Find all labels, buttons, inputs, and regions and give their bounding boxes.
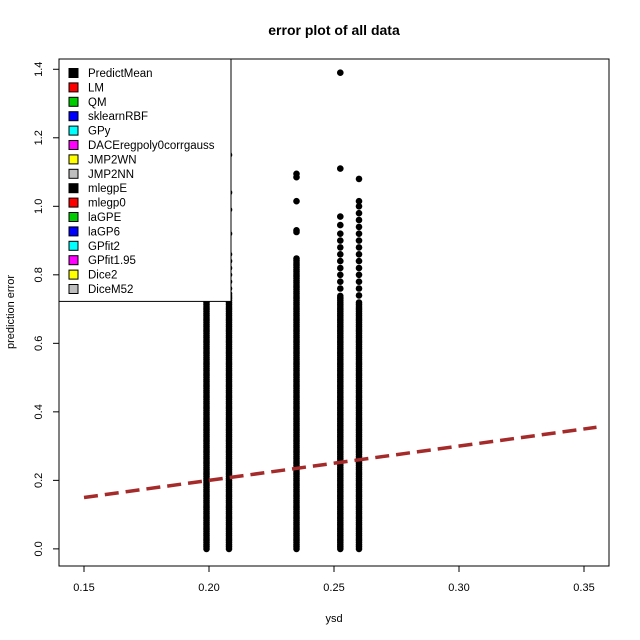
data-point-outlier	[355, 285, 363, 292]
legend-label: mlegpE	[88, 183, 127, 195]
data-point-outlier	[355, 271, 363, 279]
legend-label: laGP6	[88, 226, 120, 238]
data-point-outlier	[293, 170, 300, 178]
y-tick-label: 0.0	[33, 541, 45, 556]
x-tick-label: 0.15	[73, 582, 94, 594]
y-tick-label: 1.2	[33, 130, 45, 145]
legend-swatch	[68, 125, 79, 136]
data-point-outlier	[355, 197, 363, 205]
y-tick-label: 0.4	[33, 404, 45, 419]
data-point-outlier	[355, 230, 363, 237]
legend-box	[58, 58, 232, 302]
data-point-outlier	[337, 69, 344, 76]
legend-label: Dice2	[88, 270, 117, 282]
legend-swatch	[68, 240, 79, 251]
data-point	[337, 292, 344, 300]
data-point-outlier	[337, 251, 344, 258]
data-point-outlier	[293, 197, 300, 205]
x-axis: 0.15 0.20 0.25 0.30 0.35	[73, 566, 595, 594]
data-point-outlier	[355, 203, 363, 210]
data-point-outlier	[355, 175, 363, 183]
chart-title: error plot of all data	[268, 22, 400, 38]
data-point-outlier	[337, 285, 344, 292]
data-point-outlier	[355, 237, 363, 244]
legend-swatch	[68, 140, 79, 150]
data-point-outlier	[355, 264, 363, 272]
legend-label: GPy	[88, 126, 111, 138]
data-point-outlier	[337, 237, 344, 244]
x-tick-label: 0.20	[198, 582, 219, 594]
legend-swatch	[68, 154, 79, 165]
legend-label: JMP2NN	[88, 169, 134, 181]
legend-swatch	[68, 284, 79, 294]
data-point-outlier	[337, 165, 344, 172]
data-point	[293, 255, 300, 262]
x-axis-label: ysd	[325, 613, 342, 625]
legend-label: GPfit1.95	[88, 255, 136, 267]
legend: PredictMean LM QM sklearnRBF GPy DACEregpoly0…	[58, 58, 232, 302]
legend-label: LM	[88, 82, 104, 94]
trend-line	[83, 425, 597, 500]
data-point-outlier	[355, 244, 363, 251]
data-point-outlier	[337, 244, 344, 251]
legend-swatch	[68, 197, 79, 208]
x-tick-label: 0.30	[448, 582, 469, 594]
x-tick-label: 0.35	[573, 582, 594, 594]
legend-swatch	[68, 226, 79, 237]
legend-swatch	[68, 82, 79, 93]
data-point-outlier	[355, 209, 363, 217]
data-point-outlier	[355, 251, 363, 258]
y-tick-label: 1.0	[33, 199, 45, 214]
data-point-outlier	[337, 221, 344, 229]
legend-swatch	[68, 183, 79, 194]
legend-label: DiceM52	[88, 284, 133, 296]
y-tick-label: 0.2	[33, 473, 45, 488]
data-point-outlier	[337, 230, 344, 237]
x-tick-label: 0.25	[323, 582, 344, 594]
y-tick-label: 0.8	[33, 267, 45, 282]
legend-label: JMP2WN	[88, 154, 137, 166]
legend-swatch	[68, 269, 79, 280]
data-point-outlier	[355, 257, 363, 265]
legend-label: GPfit2	[88, 241, 120, 253]
y-axis: 0.0 0.2 0.4 0.6 0.8 1.0 1.2 1.4	[33, 62, 59, 557]
legend-label: PredictMean	[88, 68, 153, 80]
points-layer	[203, 69, 363, 553]
data-point-outlier	[293, 227, 300, 234]
legend-swatch	[68, 212, 79, 222]
y-tick-label: 1.4	[33, 62, 45, 77]
legend-label: laGPE	[88, 212, 122, 224]
data-point-outlier	[355, 223, 363, 231]
legend-label: mlegp0	[88, 198, 126, 210]
legend-swatch	[68, 68, 79, 78]
legend-swatch	[68, 255, 79, 266]
data-point-outlier	[337, 213, 344, 220]
data-point	[355, 299, 363, 306]
data-point-outlier	[355, 216, 363, 224]
y-tick-label: 0.6	[33, 336, 45, 351]
data-point-outlier	[337, 264, 344, 272]
legend-label: DACEregpoly0corrgauss	[88, 140, 215, 152]
legend-label: sklearnRBF	[88, 111, 148, 123]
data-point-outlier	[355, 292, 363, 299]
legend-swatch	[68, 96, 79, 107]
legend-swatch	[68, 111, 79, 122]
data-point-outlier	[355, 278, 363, 286]
legend-swatch	[68, 168, 79, 179]
data-point-outlier	[337, 257, 344, 265]
legend-label: QM	[88, 97, 107, 109]
data-point-outlier	[337, 271, 344, 279]
y-axis-label: prediction error	[5, 275, 17, 349]
data-point-outlier	[337, 278, 344, 286]
